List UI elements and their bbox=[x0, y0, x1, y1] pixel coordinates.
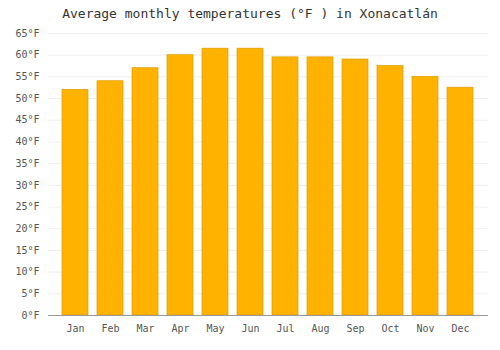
svg-text:Mar: Mar bbox=[136, 323, 154, 334]
svg-text:65°F: 65°F bbox=[15, 28, 39, 39]
html-text:Average monthly temperatures (: Average monthly temperatures (°F ) in Xo… bbox=[62, 6, 438, 21]
svg-text:50°F: 50°F bbox=[15, 93, 39, 104]
svg-text:Aug: Aug bbox=[311, 323, 329, 334]
svg-text:55°F: 55°F bbox=[15, 71, 39, 82]
svg-text:0°F: 0°F bbox=[21, 310, 39, 321]
svg-text:40°F: 40°F bbox=[15, 136, 39, 147]
svg-text:20°F: 20°F bbox=[15, 223, 39, 234]
svg-text:25°F: 25°F bbox=[15, 201, 39, 212]
svg-text:5°F: 5°F bbox=[21, 288, 39, 299]
svg-text:May: May bbox=[206, 323, 224, 334]
svg-text:30°F: 30°F bbox=[15, 180, 39, 191]
svg-text:10°F: 10°F bbox=[15, 266, 39, 277]
svg-text:60°F: 60°F bbox=[15, 49, 39, 60]
svg-text:Jan: Jan bbox=[66, 323, 84, 334]
svg-text:Jul: Jul bbox=[276, 323, 294, 334]
svg-text:Jun: Jun bbox=[241, 323, 259, 334]
svg-text:Nov: Nov bbox=[416, 323, 434, 334]
svg-text:Sep: Sep bbox=[346, 323, 364, 334]
svg-text:15°F: 15°F bbox=[15, 245, 39, 256]
svg-text:Oct: Oct bbox=[381, 323, 399, 334]
svg-text:Apr: Apr bbox=[171, 323, 189, 334]
svg-text:Feb: Feb bbox=[101, 323, 119, 334]
svg-text:45°F: 45°F bbox=[15, 114, 39, 125]
svg-text:Dec: Dec bbox=[451, 323, 469, 334]
svg-text:35°F: 35°F bbox=[15, 158, 39, 169]
